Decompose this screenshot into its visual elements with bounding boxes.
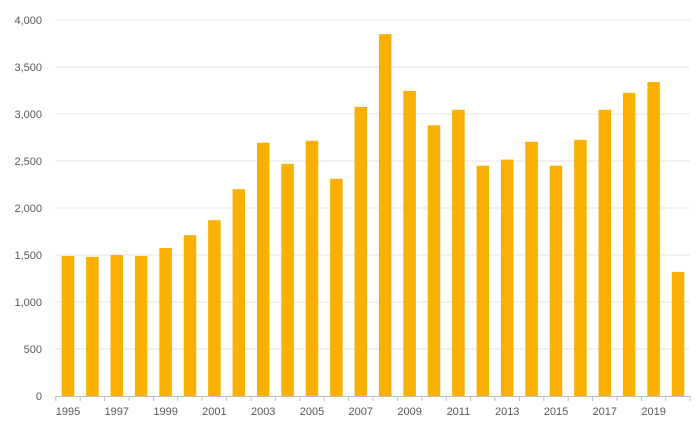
y-tick-label: 0 bbox=[36, 391, 42, 403]
y-tick-label: 4,000 bbox=[14, 15, 42, 27]
x-tick-label: 2005 bbox=[300, 406, 324, 418]
x-tick-label: 2015 bbox=[544, 406, 568, 418]
bar-2016 bbox=[574, 139, 587, 396]
bar-2015 bbox=[549, 165, 563, 396]
bar-1998 bbox=[134, 255, 148, 396]
x-tick-label: 2007 bbox=[349, 406, 373, 418]
bar-2005 bbox=[305, 140, 319, 396]
y-tick-label: 3,500 bbox=[14, 62, 42, 74]
x-tick-label: 1999 bbox=[153, 406, 177, 418]
bar-2008 bbox=[378, 34, 392, 396]
bar-2003 bbox=[256, 142, 270, 396]
bar-2017 bbox=[598, 109, 612, 397]
x-axis: 1995 1997 1999 2001 2003 2005 2007 2009 2011 2013… bbox=[55, 396, 691, 418]
bar-2010 bbox=[427, 125, 441, 396]
x-tick-label: 2003 bbox=[251, 406, 275, 418]
x-tick-label: 2009 bbox=[397, 406, 421, 418]
bar-2018 bbox=[622, 92, 636, 396]
bar-2011 bbox=[452, 109, 465, 397]
x-tick-label: 1995 bbox=[56, 406, 80, 418]
y-axis-tick-labels: 0 500 1,000 1,500 2,000 2,500 3,000 3,500 4,000 bbox=[14, 15, 42, 403]
bar-2007 bbox=[354, 106, 368, 396]
bar-2019 bbox=[647, 82, 660, 396]
y-tick-label: 2,000 bbox=[14, 203, 42, 215]
gridlines bbox=[55, 19, 690, 350]
x-tick-label: 2001 bbox=[202, 406, 226, 418]
y-tick-label: 1,000 bbox=[14, 297, 42, 309]
bar-2009 bbox=[403, 90, 416, 396]
bar-1997 bbox=[110, 255, 124, 396]
x-tick-label: 2013 bbox=[495, 406, 519, 418]
x-tick-label: 2017 bbox=[593, 406, 617, 418]
bar-2006 bbox=[330, 178, 343, 396]
x-tick-label: 2011 bbox=[447, 406, 471, 418]
y-tick-label: 1,500 bbox=[14, 250, 42, 262]
bar-2002 bbox=[232, 189, 246, 396]
y-tick-label: 3,000 bbox=[14, 109, 42, 121]
bars bbox=[61, 34, 685, 397]
bar-2001 bbox=[208, 220, 221, 396]
x-tick-label: 2019 bbox=[641, 406, 665, 418]
bar-2004 bbox=[281, 163, 294, 396]
bar-2014 bbox=[525, 141, 538, 396]
bar-1999 bbox=[159, 247, 172, 396]
y-tick-label: 2,500 bbox=[14, 156, 42, 168]
bar-2012 bbox=[476, 165, 490, 396]
bar-1995 bbox=[61, 255, 75, 396]
y-tick-label: 500 bbox=[24, 344, 42, 356]
bar-2020 bbox=[671, 271, 685, 396]
bar-1996 bbox=[86, 256, 99, 396]
bar-2000 bbox=[183, 235, 197, 396]
x-tick-label: 1997 bbox=[105, 406, 129, 418]
bar-2013 bbox=[500, 159, 514, 396]
